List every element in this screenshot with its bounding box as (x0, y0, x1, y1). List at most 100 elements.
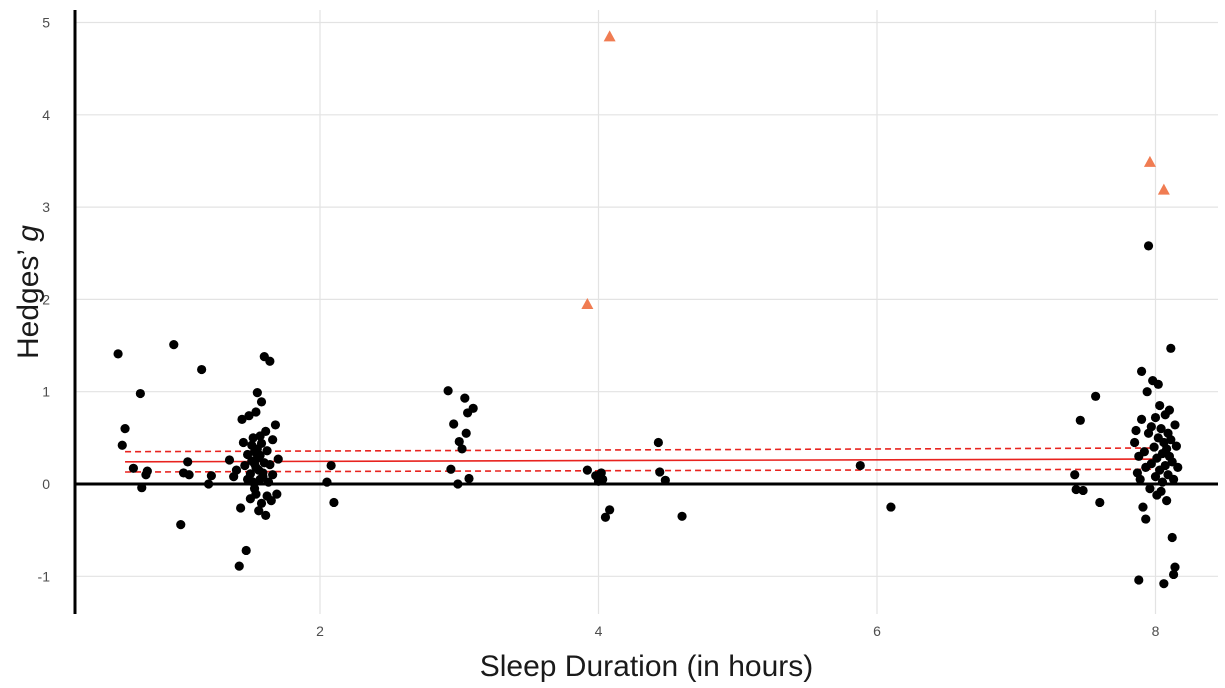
data-point (1141, 514, 1151, 524)
data-point (449, 419, 459, 429)
data-point (234, 561, 244, 571)
data-point (677, 511, 687, 521)
data-point (1173, 462, 1183, 472)
data-point (244, 411, 254, 421)
data-point (272, 489, 282, 499)
data-point (1170, 562, 1180, 572)
data-point (183, 457, 193, 467)
data-point (1143, 241, 1154, 251)
data-point (1160, 460, 1170, 471)
data-point (262, 446, 272, 456)
data-point (1153, 379, 1163, 389)
data-point (1131, 425, 1141, 436)
data-point (1166, 343, 1176, 353)
data-point (197, 364, 207, 375)
ci-upper-line (125, 447, 1156, 453)
data-point (1070, 470, 1080, 480)
x-tick-label: 8 (1152, 623, 1160, 639)
data-point (598, 474, 608, 484)
data-point (329, 497, 339, 508)
ci-lower-line (125, 468, 1156, 473)
y-axis-title-italic: g (12, 225, 45, 242)
data-point (135, 388, 145, 399)
outlier-point (603, 30, 616, 42)
data-point (582, 465, 592, 475)
y-tick-label: -1 (38, 568, 51, 584)
data-point (886, 502, 896, 512)
data-point (1150, 412, 1161, 423)
data-point (1142, 387, 1152, 397)
y-tick-label: 4 (42, 107, 50, 123)
data-point (1145, 484, 1155, 494)
data-point (1155, 400, 1165, 411)
data-point (142, 466, 152, 476)
data-point (255, 450, 265, 460)
data-point (1171, 441, 1181, 451)
data-point (1162, 496, 1172, 506)
data-point (248, 433, 258, 443)
data-point (453, 479, 463, 489)
data-point (273, 454, 283, 464)
data-point (266, 496, 276, 506)
regression-lines (125, 447, 1156, 473)
data-point (236, 503, 246, 513)
data-point (1138, 502, 1148, 512)
data-point (653, 437, 663, 448)
data-point (270, 420, 281, 430)
data-point (1157, 477, 1168, 487)
data-point (855, 460, 865, 471)
outlier-point (581, 298, 594, 310)
data-point (261, 426, 271, 436)
data-point (169, 340, 179, 350)
data-point (660, 475, 670, 485)
data-point (268, 435, 278, 445)
x-axis-title: Sleep Duration (in hours) (480, 650, 814, 683)
data-point (1164, 405, 1175, 415)
data-point (256, 438, 267, 448)
data-point (1071, 484, 1081, 495)
y-tick-label: 0 (42, 476, 50, 492)
data-point (206, 471, 216, 481)
data-point (1166, 435, 1176, 445)
data-point (322, 477, 332, 487)
data-point (258, 472, 268, 482)
y-tick-label: 5 (42, 15, 50, 31)
y-tick-label: 1 (42, 384, 50, 400)
data-point (184, 470, 194, 480)
data-point (457, 444, 467, 454)
data-point (224, 455, 235, 465)
x-tick-label: 6 (873, 623, 881, 639)
data-point (1139, 447, 1149, 457)
data-point (137, 483, 147, 493)
data-point (1169, 474, 1179, 484)
data-point (1130, 437, 1140, 448)
data-point (1135, 474, 1145, 484)
data-point (268, 470, 278, 480)
data-point (241, 545, 251, 556)
data-point (254, 506, 264, 516)
gridlines (75, 10, 1218, 614)
data-point (1078, 485, 1088, 496)
x-tick-label: 4 (595, 623, 603, 639)
data-point (263, 477, 274, 487)
data-point (252, 388, 262, 398)
data-point (454, 436, 464, 447)
data-point (1167, 457, 1177, 467)
data-point (251, 407, 261, 417)
data-point (1169, 569, 1179, 580)
outlier-point (1143, 155, 1156, 167)
data-point (113, 349, 123, 359)
data-point (443, 386, 453, 396)
y-axis-title: Hedges’ g (12, 225, 45, 359)
data-point (265, 356, 275, 366)
data-point (261, 510, 271, 520)
data-point (464, 473, 474, 484)
data-point (655, 467, 665, 477)
y-tick-labels: -1 0 1 2 3 4 5 (38, 15, 51, 585)
data-point (256, 397, 267, 407)
data-point (256, 498, 267, 508)
data-point (1146, 459, 1156, 469)
data-point (176, 520, 186, 530)
data-point (460, 393, 470, 403)
